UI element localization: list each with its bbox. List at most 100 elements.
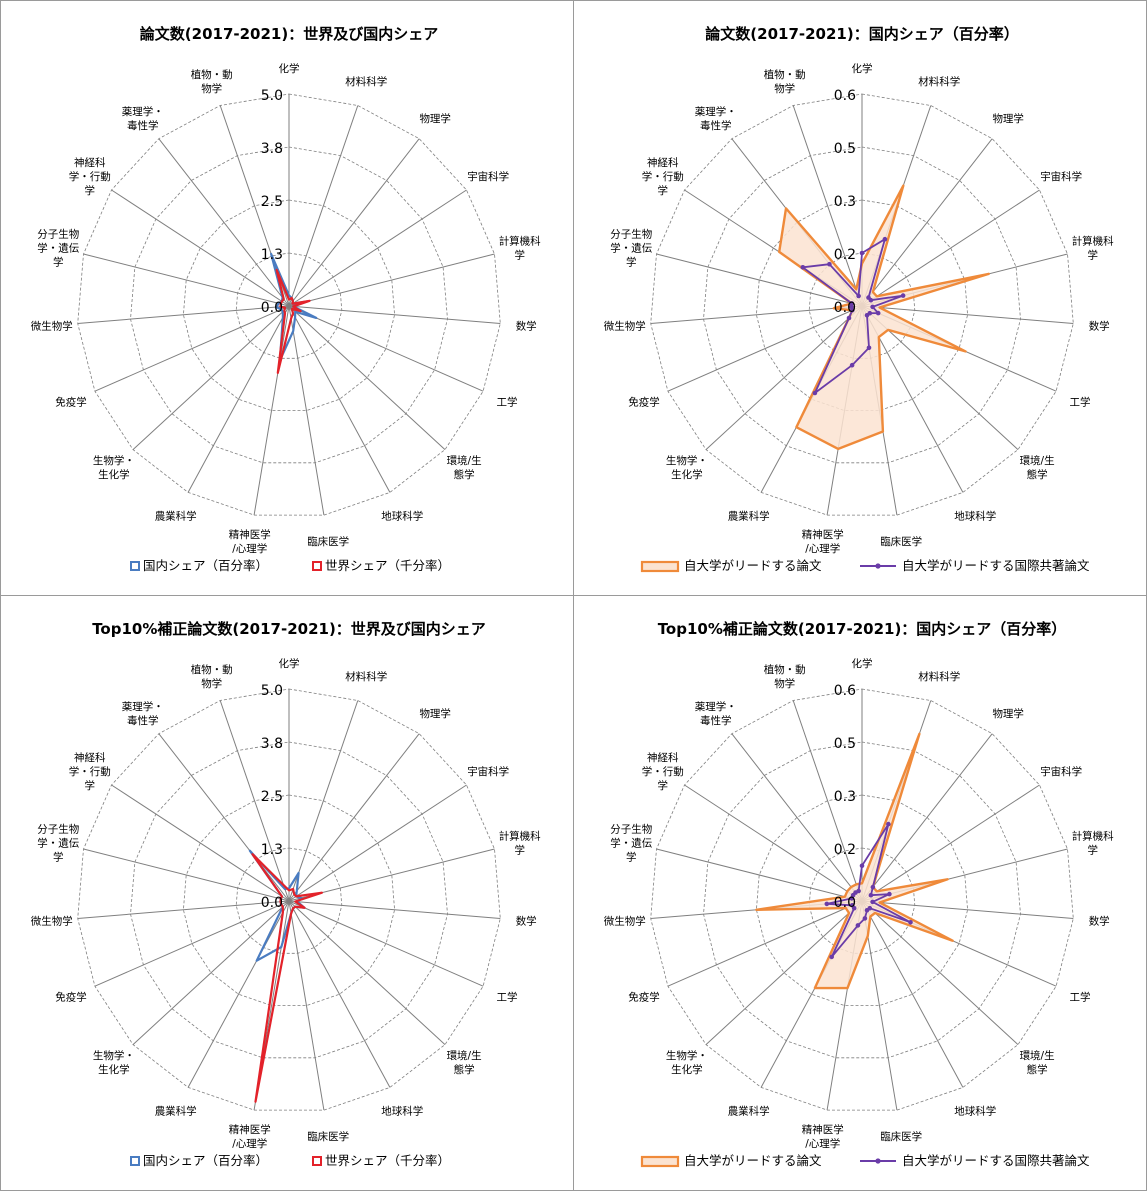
radial-tick-label: 1.3	[261, 247, 283, 263]
grid-spoke	[861, 900, 964, 1088]
chart-panel-papers-world-domestic: 論文数(2017-2021)：世界及び国内シェア 化学 材料科学 物理学 宇宙科学 計算機…	[0, 0, 574, 596]
category-label: 地球科学	[954, 1104, 996, 1117]
series-lead-area	[755, 732, 954, 990]
category-label: 学・遺伝	[610, 837, 652, 850]
series-intl-point	[864, 908, 870, 913]
radial-tick-label: 0.3	[834, 789, 856, 805]
series-intl-point	[900, 293, 906, 298]
series-intl-point	[859, 863, 865, 868]
category-label: 学	[626, 851, 637, 864]
category-label: 微生物学	[604, 320, 646, 333]
series-intl-point	[887, 891, 892, 897]
grid-spoke	[288, 305, 446, 450]
radial-tick-label: 0.0	[834, 895, 856, 911]
series-intl-point	[850, 903, 855, 908]
radial-tick-label: 0.6	[834, 683, 856, 699]
chart-panel-papers-domestic: 論文数(2017-2021)：国内シェア（百分率） 化学 材料科学 物理学 宇宙科学 計算…	[573, 0, 1147, 596]
category-label: 数学	[516, 915, 537, 928]
category-label: 学・行動	[642, 170, 684, 183]
grid-spoke	[158, 733, 290, 902]
grid-spoke	[705, 900, 863, 1045]
legend-label: 国内シェア（百分率）	[143, 558, 268, 573]
series-intl-point	[849, 301, 854, 306]
radar-chart-2: 論文数(2017-2021)：国内シェア（百分率） 化学材料科学物理学宇宙科学計算…	[604, 25, 1114, 573]
grid-spoke	[83, 848, 290, 902]
chart-panel-top10-domestic: Top10%補正論文数(2017-2021)：国内シェア（百分率） 化学 材料科学物…	[573, 595, 1147, 1191]
legend-label: 自大学がリードする国際共著論文	[902, 558, 1090, 573]
grid-spoke	[288, 784, 467, 902]
category-label: 分子生物	[37, 823, 79, 836]
chart-title: 論文数(2017-2021)：世界及び国内シェア	[140, 25, 438, 43]
grid-ring	[650, 93, 1074, 516]
grid-spoke	[77, 900, 290, 919]
category-label: 学	[1087, 844, 1098, 857]
legend-swatch	[130, 561, 140, 571]
series-intl-point	[849, 362, 855, 368]
grid-spoke	[158, 138, 290, 307]
series-intl-point	[849, 304, 854, 310]
category-label: 環境/生	[447, 1049, 482, 1062]
legend-swatch	[640, 1155, 680, 1168]
radial-tick-label: 0.6	[834, 88, 856, 104]
grid-spoke	[83, 253, 290, 307]
category-label: 環境/生	[447, 454, 482, 467]
category-label: 学	[514, 249, 525, 262]
chart-title: Top10%補正論文数(2017-2021)：世界及び国内シェア	[92, 620, 486, 638]
category-label: 学・行動	[69, 765, 111, 778]
category-label: 態学	[454, 1063, 475, 1076]
category-label: 数学	[1089, 320, 1110, 333]
series-intl-point	[864, 313, 870, 318]
category-label: 学・行動	[69, 170, 111, 183]
category-label: 物学	[774, 677, 795, 690]
category-label: 材料科学	[345, 75, 387, 88]
category-label: 薬理学・	[695, 700, 737, 713]
category-label: 宇宙科学	[467, 765, 509, 778]
radar-chart-1: 論文数(2017-2021)：世界及び国内シェア化学材料科学物理学宇宙科学計算機…	[31, 25, 541, 573]
category-label: 臨床医学	[880, 535, 922, 548]
radial-tick-label: 0.0	[834, 300, 856, 316]
category-label: 環境/生	[1020, 1049, 1055, 1062]
grid-ring	[130, 741, 448, 1059]
grid-spoke	[792, 700, 863, 902]
chart-title: Top10%補正論文数(2017-2021)：国内シェア（百分率）	[658, 620, 1067, 638]
category-label: 物理学	[992, 707, 1024, 720]
category-label: 生化学	[98, 468, 130, 481]
grid-spoke	[132, 900, 290, 1045]
series-intl-line	[801, 238, 905, 394]
grid-spoke	[187, 900, 290, 1088]
category-label: 材料科学	[345, 670, 387, 683]
grid-spoke	[288, 305, 325, 516]
category-label: 農業科学	[155, 509, 197, 522]
category-label: 毒性学	[700, 119, 732, 132]
category-label: 毒性学	[127, 714, 159, 727]
grid-spoke	[288, 305, 484, 392]
category-label: 臨床医学	[307, 1130, 349, 1143]
grid-spoke	[667, 900, 863, 987]
legend-swatch	[130, 1156, 140, 1166]
category-label: 化学	[279, 62, 300, 75]
legend-swatch	[312, 561, 322, 571]
grid-spoke	[656, 848, 863, 902]
category-label: 免疫学	[628, 396, 660, 409]
grid-spoke	[288, 900, 391, 1088]
grid-spoke	[288, 900, 484, 987]
category-label: 分子生物	[610, 823, 652, 836]
legend-label: 自大学がリードする論文	[684, 1153, 822, 1168]
category-label: 精神医学	[802, 1123, 844, 1136]
category-label: 免疫学	[55, 991, 87, 1004]
category-label: 物理学	[419, 707, 451, 720]
category-label: 物学	[201, 82, 222, 95]
legend-swatch-marker	[875, 1158, 881, 1164]
category-label: 生化学	[98, 1063, 130, 1076]
category-label: 毒性学	[127, 119, 159, 132]
series-intl-point	[846, 315, 852, 321]
grid-spoke	[288, 900, 501, 919]
category-label: 地球科学	[381, 1104, 423, 1117]
category-label: 物学	[201, 677, 222, 690]
grid-spoke	[94, 305, 290, 392]
grid-spoke	[792, 105, 863, 307]
category-label: 生物学・	[666, 454, 708, 467]
category-label: 地球科学	[381, 509, 423, 522]
series-intl-point	[868, 297, 874, 303]
category-label: 環境/生	[1020, 454, 1055, 467]
